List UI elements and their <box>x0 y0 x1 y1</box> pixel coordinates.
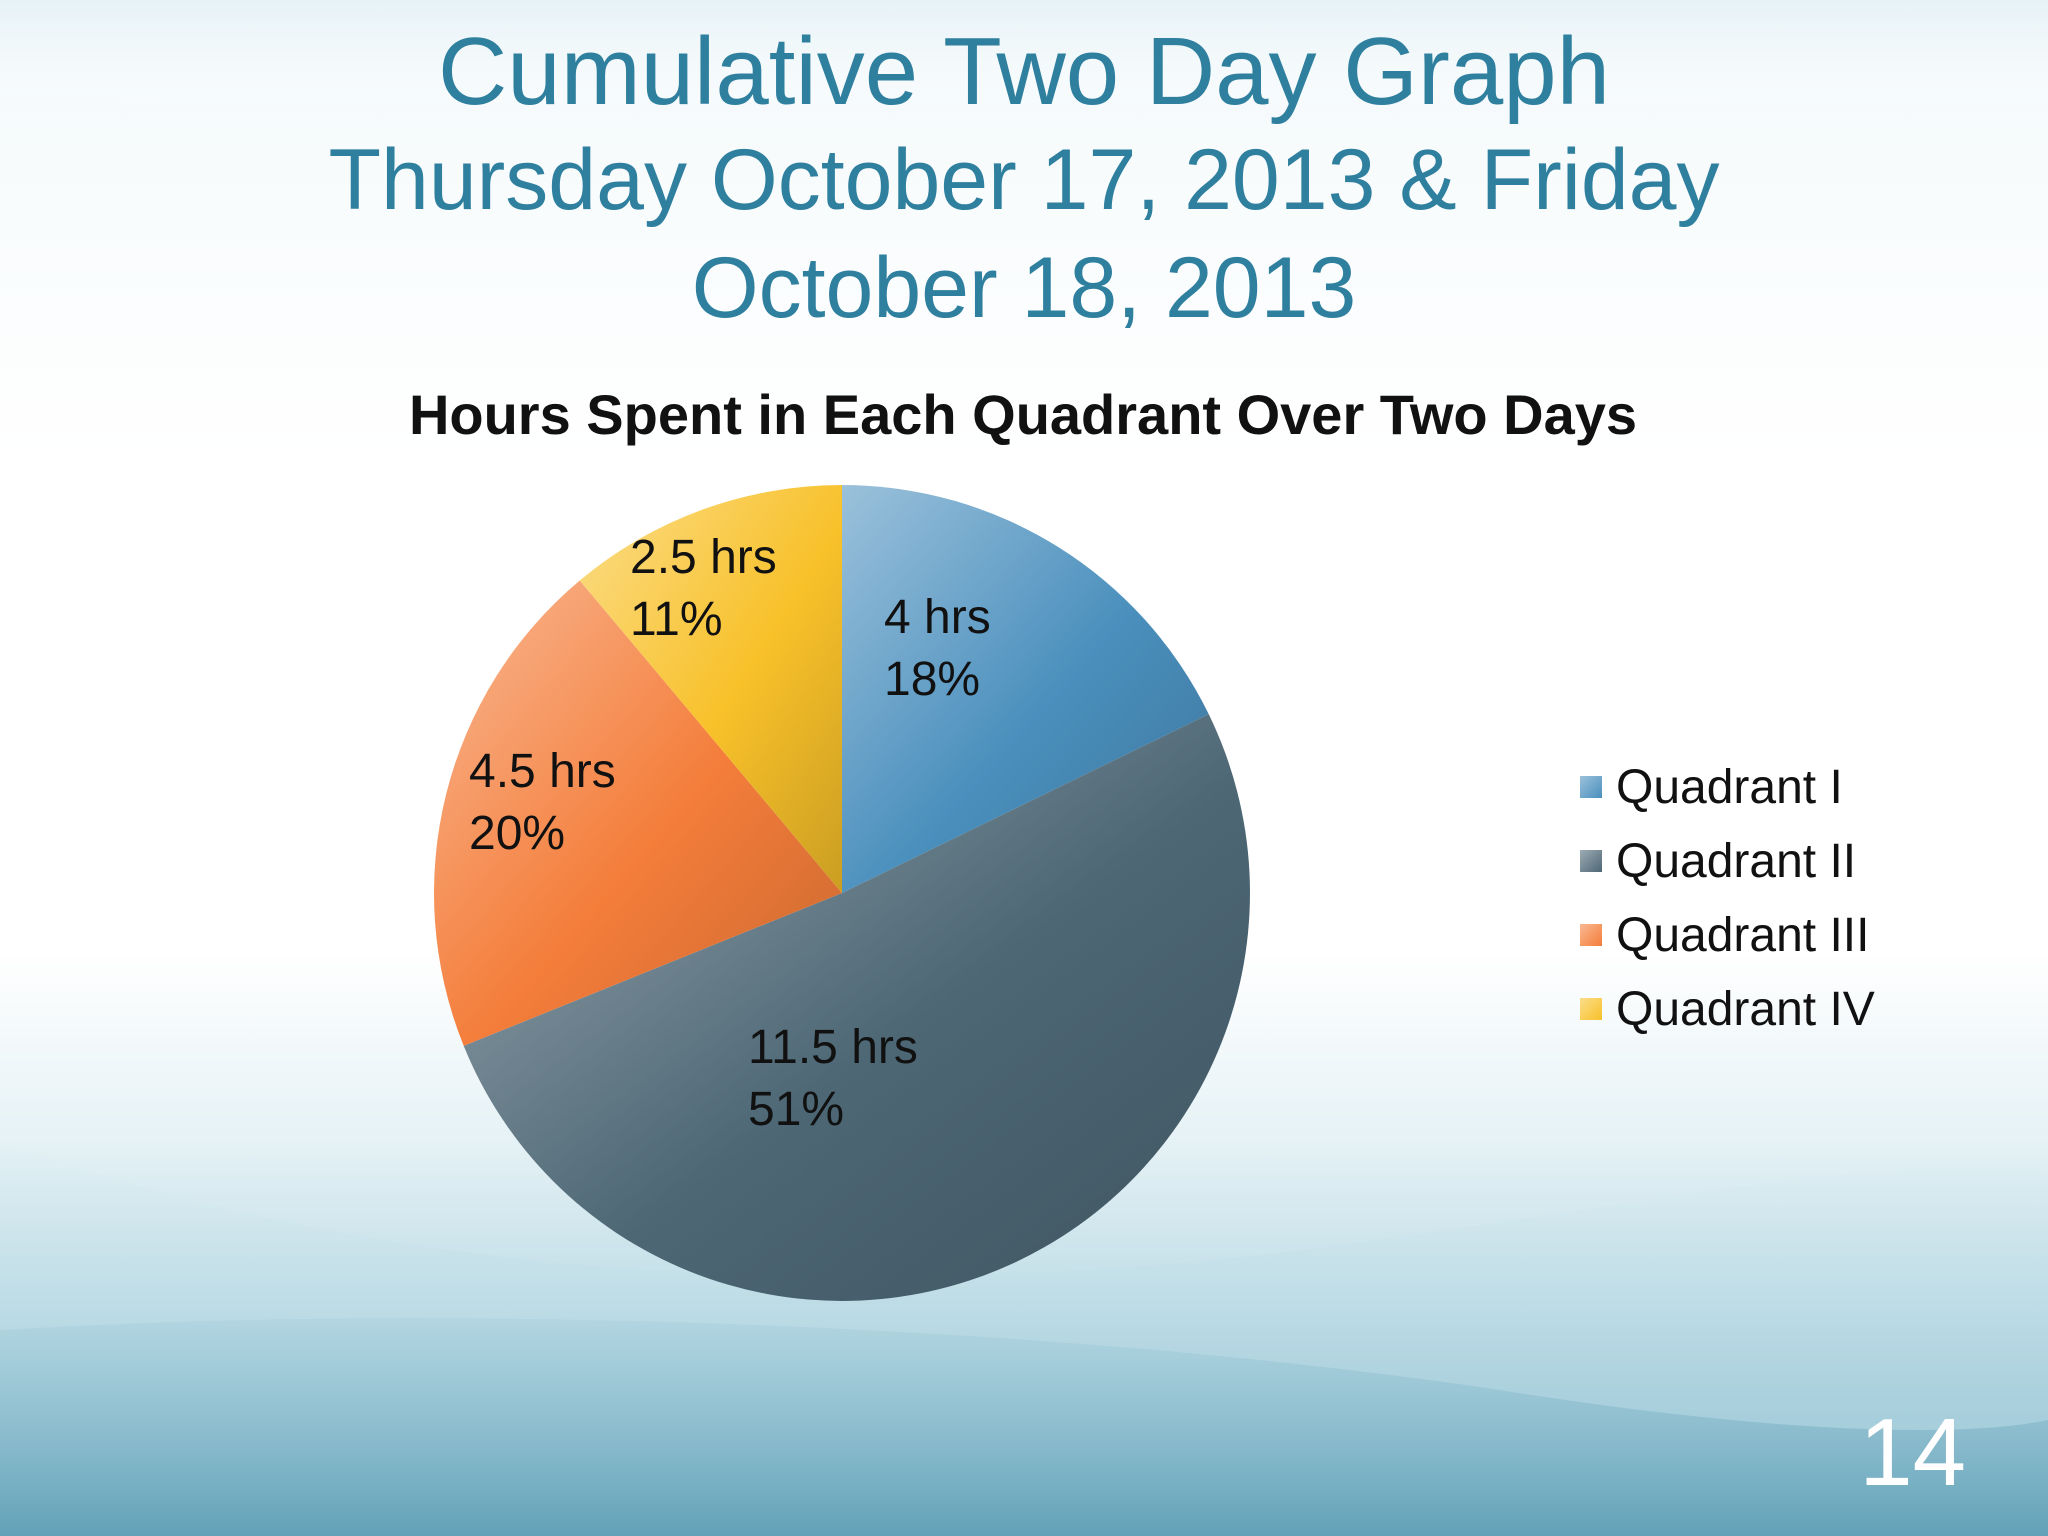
legend-swatch-3 <box>1580 924 1602 946</box>
pie-value-label-2: 11.5 hrs <box>748 1021 918 1074</box>
legend-label-4: Quadrant IV <box>1616 982 1875 1036</box>
pie-percent-label-3: 20% <box>469 807 565 860</box>
pie-slice-2 <box>463 714 1250 1301</box>
pie-data-label-4: 2.5 hrs 11% <box>630 531 777 646</box>
chart-title: Hours Spent in Each Quadrant Over Two Da… <box>409 383 1637 446</box>
pie-data-label-1: 4 hrs 18% <box>884 591 991 706</box>
legend-item-2: Quadrant II <box>1580 824 1875 898</box>
slide-title-line-3: October 18, 2013 <box>691 240 1357 336</box>
chart-legend: Quadrant I Quadrant II Quadrant III Quadran… <box>1580 750 1875 1046</box>
pie-slices <box>433 484 1250 1301</box>
pie-slice-3 <box>433 580 842 1046</box>
pie-data-label-3: 4.5 hrs 20% <box>469 745 616 860</box>
slide-title-line-1: Cumulative Two Day Graph <box>437 18 1611 125</box>
slide-title: Cumulative Two Day Graph Thursday Octobe… <box>0 18 2048 342</box>
legend-swatch-4 <box>1580 998 1602 1020</box>
legend-label-3: Quadrant III <box>1616 908 1870 962</box>
pie-value-label-4: 2.5 hrs <box>630 531 777 584</box>
pie-percent-label-2: 51% <box>748 1083 844 1136</box>
pie-percent-label-4: 11% <box>630 593 723 646</box>
legend-swatch-2 <box>1580 850 1602 872</box>
legend-label-2: Quadrant II <box>1616 834 1857 888</box>
pie-data-label-2: 11.5 hrs 51% <box>748 1021 918 1136</box>
pie-value-label-1: 4 hrs <box>884 591 991 644</box>
pie-data-labels: 4 hrs 18% 11.5 hrs 51% 4.5 hrs 20% 2.5 hrs 11% <box>469 531 991 1136</box>
legend-item-1: Quadrant I <box>1580 750 1875 824</box>
slide-title-line-2: Thursday October 17, 2013 & Friday <box>328 132 1720 228</box>
legend-item-3: Quadrant III <box>1580 898 1875 972</box>
pie-slice-4 <box>579 484 842 893</box>
pie-percent-label-1: 18% <box>884 653 980 706</box>
legend-item-4: Quadrant IV <box>1580 972 1875 1046</box>
slide-number: 14 <box>1859 1399 1966 1506</box>
legend-swatch-1 <box>1580 776 1602 798</box>
legend-label-1: Quadrant I <box>1616 760 1843 814</box>
pie-slice-1 <box>842 485 1209 893</box>
pie-value-label-3: 4.5 hrs <box>469 745 616 798</box>
